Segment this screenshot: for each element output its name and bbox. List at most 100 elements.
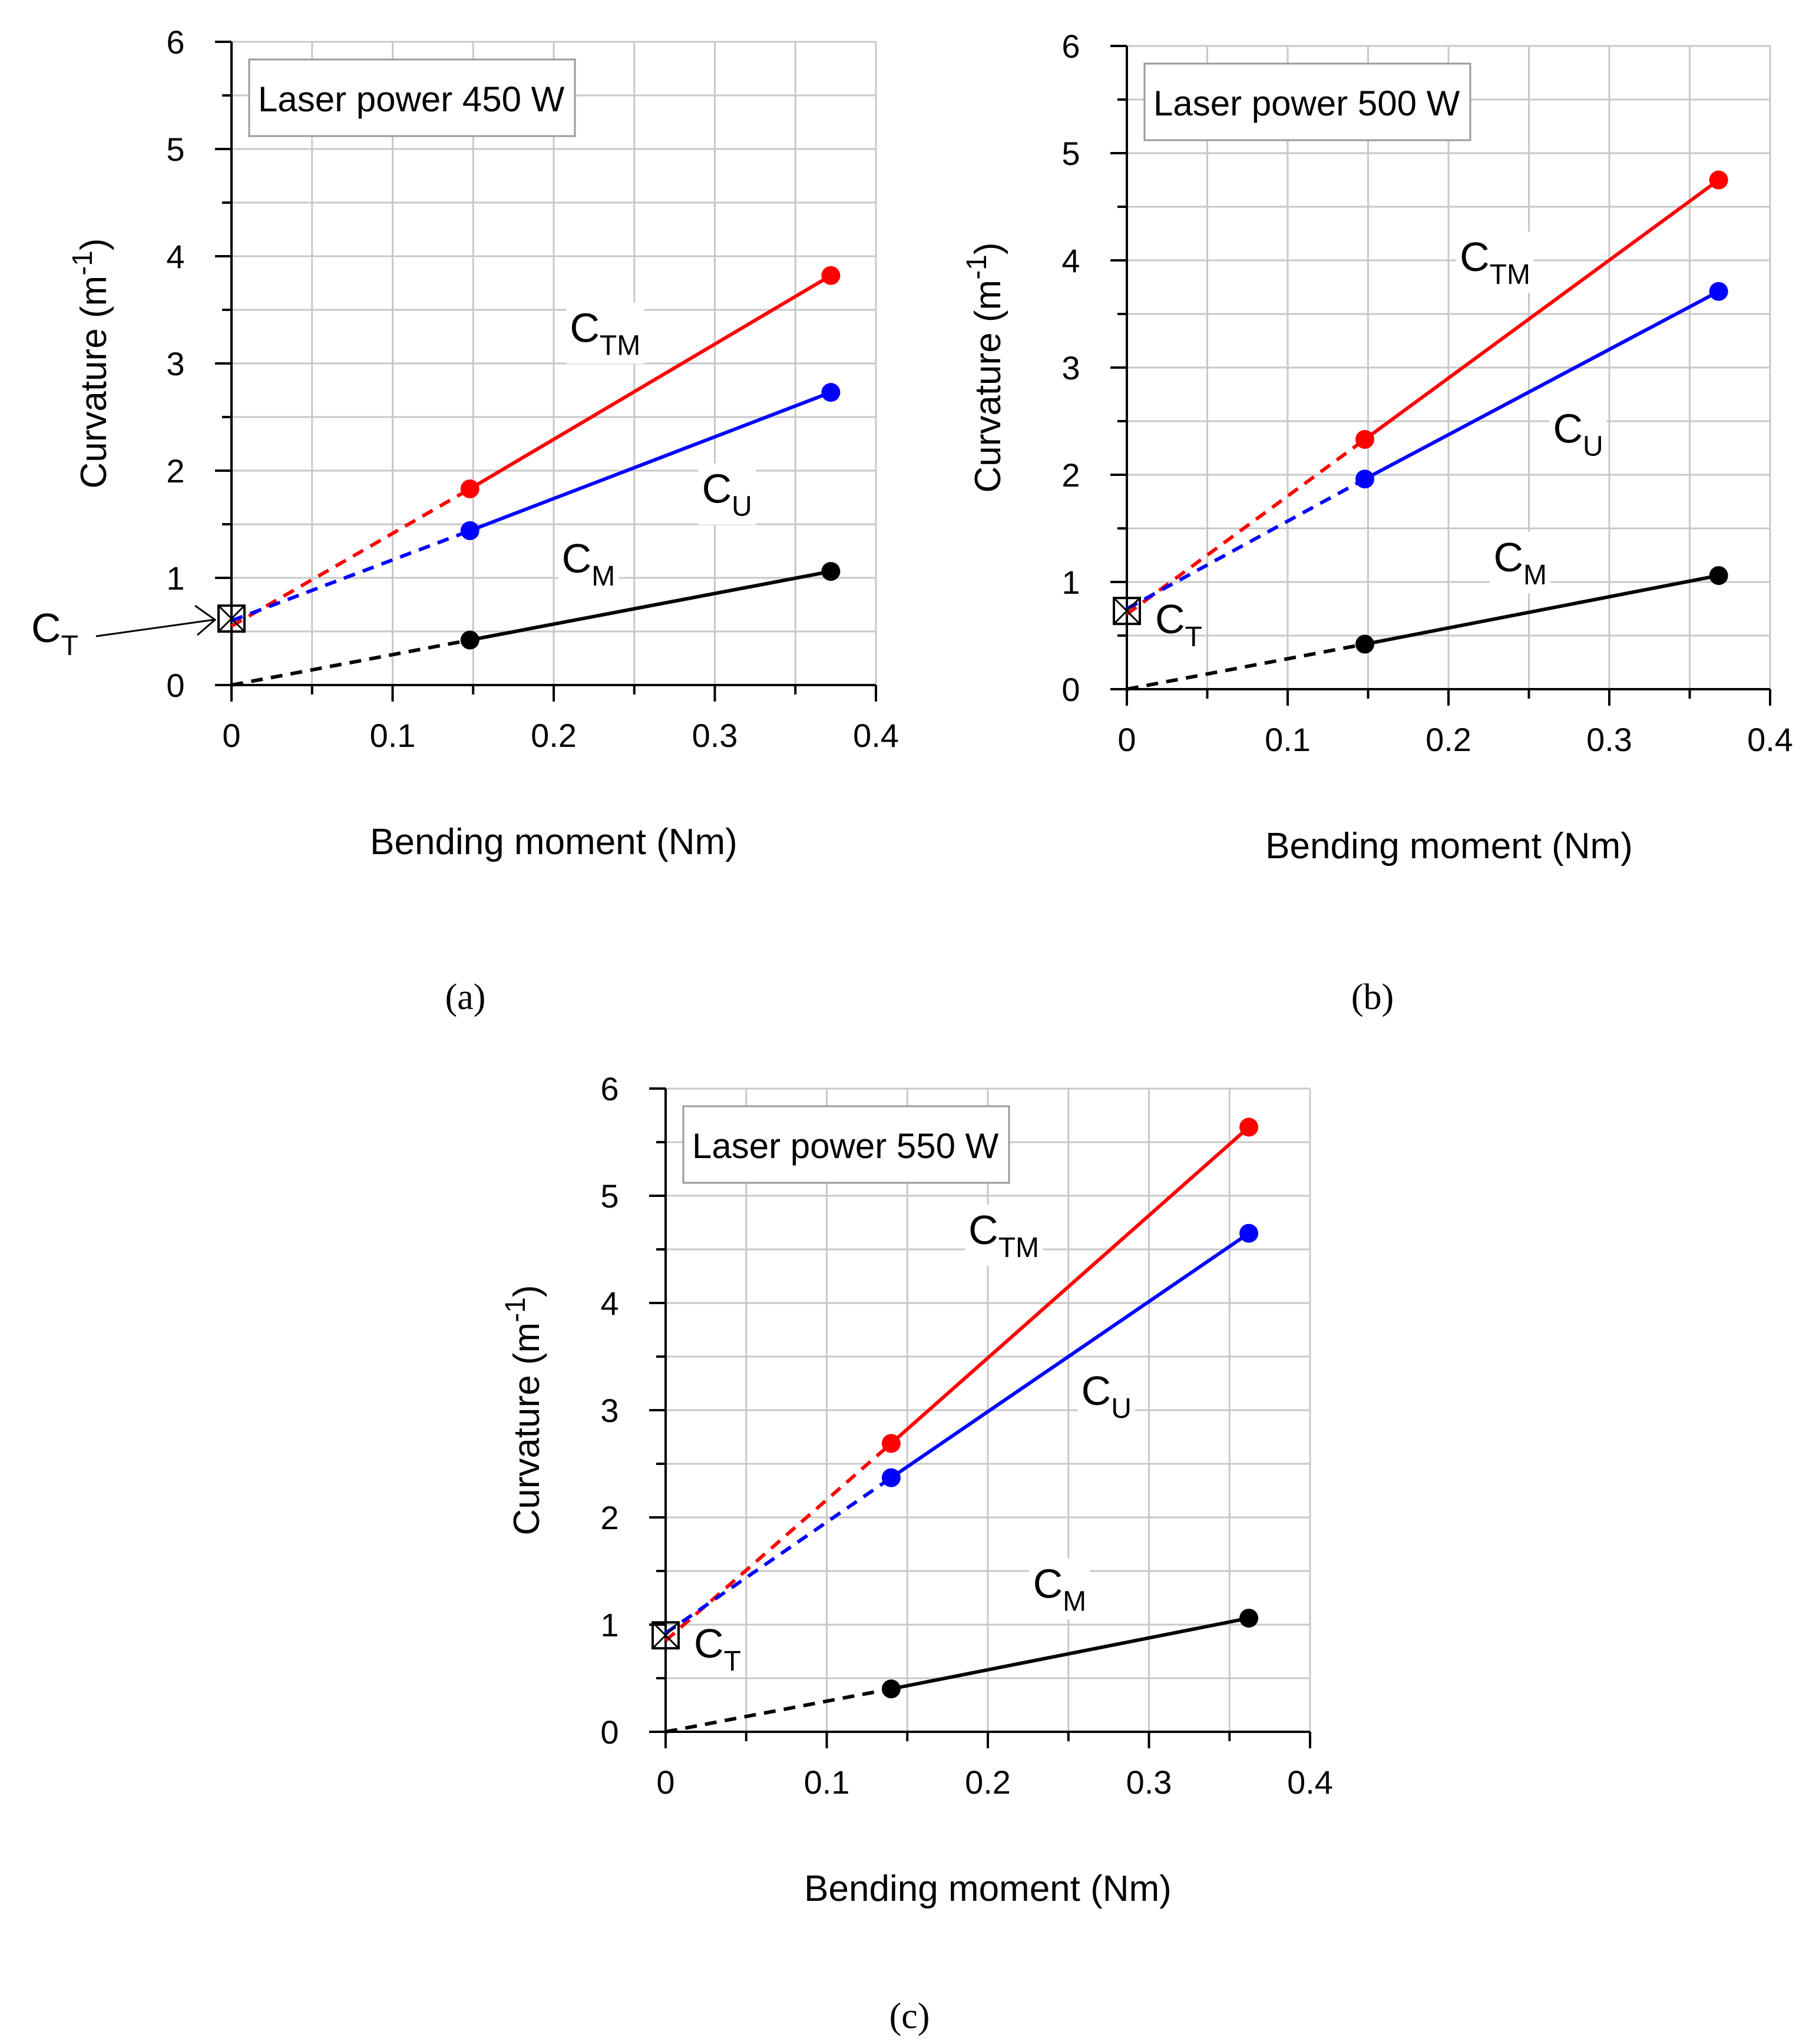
chart-1-series-tm-point [1355, 429, 1375, 449]
chart-0-series-u-label: CU [702, 466, 752, 522]
chart-0-series-tm-point [460, 479, 479, 498]
chart-1-x-tick-label: 0 [1117, 721, 1136, 758]
chart-0-series-tm-dashed-line [230, 487, 471, 628]
chart-1-series-m-point [1355, 634, 1375, 654]
chart-0-ct-arrow-shaft [95, 619, 214, 637]
chart-1-series-m-point [1709, 566, 1728, 586]
chart-2-x-tick-label: 0.4 [1287, 1764, 1333, 1801]
chart-2-series-m-solid-line [891, 1616, 1249, 1691]
chart-2-series-m-point [881, 1679, 901, 1699]
chart-0-series-u-label-bg [698, 463, 756, 525]
chart-2-y-tick-label: 2 [600, 1499, 619, 1536]
panel-a-label: (a) [445, 977, 486, 1017]
panel-b-y-axis-title: Curvature (m-1) [961, 242, 1008, 492]
chart-0-y-tick-label: 2 [166, 452, 184, 489]
chart-1-y-tick-label: 5 [1061, 135, 1080, 172]
chart-0-x-tick-label: 0.2 [531, 717, 577, 754]
chart-0-series-u-solid-line [469, 391, 832, 533]
chart-0-ct-arrow-head [194, 604, 217, 636]
chart-2-series-m-dashed-line [665, 1687, 892, 1734]
chart-0-series-m-label-bg [558, 533, 619, 594]
chart-2-series-m-point [1239, 1609, 1259, 1628]
chart-2-series-tm-label: CTM [968, 1207, 1039, 1264]
chart-2-x-tick-label: 0 [656, 1764, 674, 1801]
panel-c-x-axis-title: Bending moment (Nm) [804, 1868, 1172, 1909]
chart-0-y-tick-label: 3 [166, 345, 184, 382]
chart-2-y-tick-label: 0 [600, 1714, 619, 1751]
chart-1-series-tm-solid-line [1364, 178, 1720, 441]
chart-2-series-u-point [1239, 1223, 1259, 1243]
panel-c-label: (c) [889, 1996, 930, 2036]
chart-1-series-tm-point [1709, 170, 1728, 190]
chart-2-x-tick-label: 0.2 [965, 1764, 1011, 1801]
chart-1-title: Laser power 500 W [1153, 84, 1460, 123]
chart-1-series-tm-dashed-line [1126, 438, 1366, 616]
chart-1-y-tick-label: 1 [1061, 564, 1080, 601]
chart-2-series-u-dashed-line [664, 1476, 892, 1635]
chart-2-series-tm-label-bg [965, 1204, 1043, 1266]
chart-2-series-m-label-bg [1029, 1558, 1090, 1620]
chart-2-title-box [682, 1105, 1010, 1184]
chart-0-series-m-point [821, 562, 841, 581]
chart-2-series-tm-solid-line [889, 1126, 1251, 1445]
chart-0-x-tick-label: 0.1 [370, 717, 416, 754]
chart-0-y-tick-label: 4 [166, 238, 184, 275]
chart-1-y-tick-label: 6 [1061, 28, 1080, 65]
chart-0-x-tick-label: 0 [222, 717, 240, 754]
chart-0-title-box [248, 58, 576, 137]
panel-a-x-axis-title: Bending moment (Nm) [370, 822, 737, 862]
chart-2-y-tick-label: 6 [600, 1070, 619, 1107]
chart-1-title-box [1143, 62, 1471, 141]
chart-0-ct-label: CT [31, 605, 78, 662]
chart-2-ct-marker [651, 1621, 680, 1650]
chart-0-series-u-dashed-line [230, 529, 471, 623]
chart-1-y-tick-label: 3 [1061, 349, 1080, 386]
chart-2-x-tick-label: 0.1 [804, 1764, 850, 1801]
chart-1-series-m-label: CM [1493, 534, 1547, 591]
chart-0-series-tm-label-bg [566, 302, 644, 364]
chart-2-ct-label: CT [694, 1620, 741, 1677]
chart-0-series-u-point [821, 383, 841, 402]
chart-1-x-tick-label: 0.1 [1265, 721, 1311, 758]
chart-1-ct-marker-cross-2 [1113, 597, 1141, 625]
panel-a-y-axis-title: Curvature (m-1) [67, 238, 114, 488]
chart-2-y-tick-label: 5 [600, 1178, 619, 1215]
chart-0-title: Laser power 450 W [258, 80, 565, 119]
chart-1-series-u-label-bg [1549, 403, 1607, 465]
chart-2-series-u-point [881, 1468, 901, 1487]
chart-1-series-u-label: CU [1553, 405, 1603, 462]
chart-0-series-u-point [460, 521, 479, 540]
chart-1-series-u-solid-line [1364, 290, 1720, 481]
chart-1-series-u-point [1709, 282, 1728, 301]
chart-1-series-u-dashed-line [1126, 477, 1366, 611]
chart-2-series-u-label: CU [1082, 1368, 1132, 1424]
chart-0-series-tm-solid-line [469, 274, 832, 491]
panel-b-plot: 0 0.1 0.2 0.3 0.4 0 1 2 3 4 5 6 Laser power 500 W CTM… [1061, 28, 1793, 758]
chart-2-series-tm-point [881, 1434, 901, 1453]
chart-0-series-m-dashed-line [231, 638, 471, 687]
chart-2-title: Laser power 550 W [692, 1126, 999, 1166]
panel-a: 0 0.1 0.2 0.3 0.4 0 1 2 3 4 5 6 Laser power 450 W CTM… [31, 24, 899, 1017]
chart-0-series-tm-point [821, 266, 841, 285]
chart-1-x-tick-label: 0.3 [1586, 721, 1632, 758]
chart-1-series-tm-label: CTM [1460, 234, 1530, 290]
chart-0-x-tick-label: 0.3 [692, 717, 738, 754]
chart-2-x-tick-label: 0.3 [1126, 1764, 1172, 1801]
chart-2-y-tick-label: 4 [600, 1285, 619, 1322]
chart-2-series-u-solid-line [890, 1232, 1250, 1480]
chart-0-ct-marker-cross-2 [217, 605, 246, 633]
chart-1-x-tick-label: 0.4 [1747, 721, 1793, 758]
chart-1-series-u-point [1355, 469, 1375, 489]
chart-1-series-m-label-bg [1490, 531, 1550, 593]
panel-c-plot: 0 0.1 0.2 0.3 0.4 0 1 2 3 4 5 6 Laser power 550 W CTM… [600, 1070, 1333, 1801]
chart-1-series-m-dashed-line [1126, 642, 1365, 691]
chart-1-ct-label: CT [1155, 596, 1202, 653]
panel-b-x-axis-title: Bending moment (Nm) [1265, 826, 1633, 866]
chart-0-y-tick-label: 1 [166, 560, 184, 597]
chart-2-ct-marker-cross-2 [651, 1622, 680, 1649]
panel-c: 0 0.1 0.2 0.3 0.4 0 1 2 3 4 5 6 Laser power 550 W CTM… [500, 1070, 1333, 2036]
chart-1-x-tick-label: 0.2 [1426, 721, 1471, 758]
panel-b-label: (b) [1351, 977, 1394, 1017]
chart-0-series-m-label: CM [562, 535, 616, 592]
